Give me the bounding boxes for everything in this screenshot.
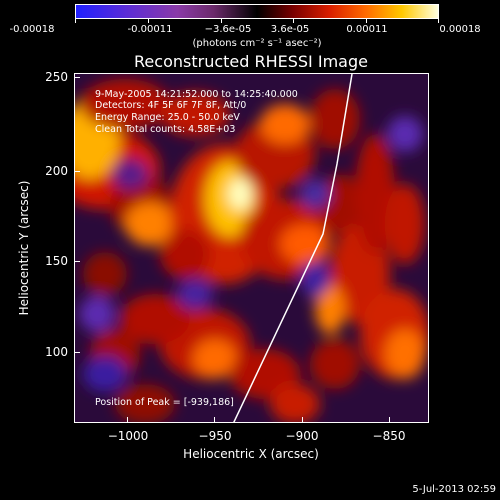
y-axis-label: Heliocentric Y (arcsec) xyxy=(17,180,31,316)
x-tick xyxy=(302,417,303,423)
colorbar-tick xyxy=(293,19,294,23)
y-tick-label: 100 xyxy=(45,345,68,359)
rhessi-image: 9-May-2005 14:21:52.000 to 14:25:40.000 … xyxy=(74,73,429,423)
x-tick xyxy=(389,417,390,423)
x-tick-label: −1000 xyxy=(107,429,149,443)
x-tick-label: −850 xyxy=(372,429,406,443)
time-range-text: 9-May-2005 14:21:52.000 to 14:25:40.000 xyxy=(95,89,298,100)
colorbar-label: 0.00018 xyxy=(439,24,481,35)
colorbar-tick xyxy=(75,19,76,23)
colorbar-label: 3.6e-05 xyxy=(270,24,310,35)
detectors-text: Detectors: 4F 5F 6F 7F 8F, Att/0 xyxy=(95,100,247,111)
colorbar-tick xyxy=(221,19,222,23)
x-tick xyxy=(214,417,215,423)
x-axis-label: Heliocentric X (arcsec) xyxy=(183,447,319,461)
footer-date: 5-Jul-2013 02:59 xyxy=(412,484,496,495)
colorbar-tick xyxy=(366,19,367,23)
colorbar-label: −3.6e-05 xyxy=(204,24,252,35)
y-tick xyxy=(74,171,80,172)
x-tick-label: −950 xyxy=(198,429,232,443)
colorbar-label: 0.00011 xyxy=(346,24,388,35)
x-tick-label: −900 xyxy=(285,429,319,443)
colorbar-label: -0.00011 xyxy=(127,24,173,35)
y-tick xyxy=(74,77,80,78)
plot-title: Reconstructed RHESSI Image xyxy=(134,52,368,71)
colorbar-unit: (photons cm⁻² s⁻¹ asec⁻²) xyxy=(192,38,322,49)
colorbar xyxy=(75,4,439,19)
peak-position-text: Position of Peak = [-939,186] xyxy=(95,397,234,408)
y-tick-label: 150 xyxy=(45,254,68,268)
y-tick-label: 200 xyxy=(45,164,68,178)
energy-range-text: Energy Range: 25.0 - 50.0 keV xyxy=(95,112,240,123)
colorbar-label: -0.00018 xyxy=(9,24,55,35)
x-tick xyxy=(127,417,128,423)
y-tick xyxy=(74,261,80,262)
clean-counts-text: Clean Total counts: 4.58E+03 xyxy=(95,124,236,135)
colorbar-tick xyxy=(148,19,149,23)
solar-limb-line xyxy=(233,74,353,422)
y-tick-label: 250 xyxy=(45,70,68,84)
colorbar-tick xyxy=(438,19,439,23)
image-canvas xyxy=(75,74,428,422)
y-tick xyxy=(74,352,80,353)
